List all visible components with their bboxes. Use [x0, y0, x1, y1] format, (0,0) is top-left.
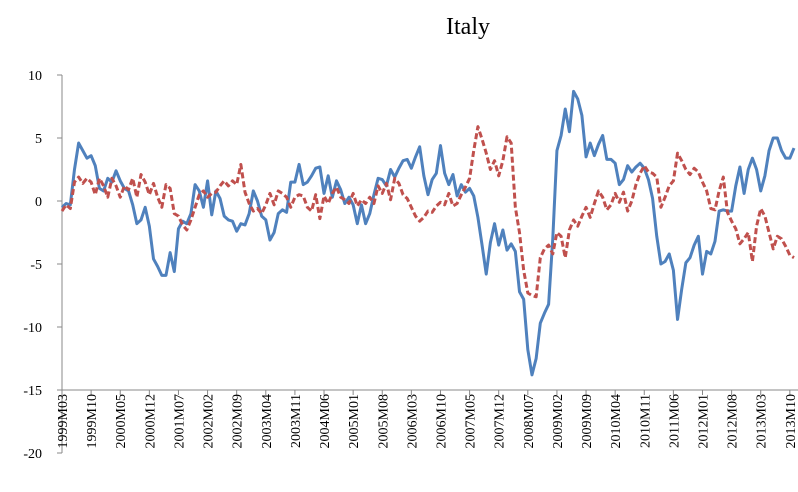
series-line [60, 89, 796, 377]
x-tick-label: 2001M07 [172, 394, 187, 448]
series-line [60, 125, 795, 299]
x-tick-label: 2004M06 [318, 394, 333, 448]
x-tick-label: 2006M10 [434, 394, 449, 448]
x-tick-label: 2011M06 [667, 394, 682, 448]
x-tick-label: 2005M08 [376, 394, 391, 448]
x-tick-label: 2003M04 [260, 394, 275, 448]
x-tick-label: 2010M11 [638, 394, 653, 448]
x-tick-label: 2012M08 [726, 394, 741, 448]
y-tick-label: 5 [35, 132, 42, 147]
y-tick-label: -15 [23, 384, 42, 399]
x-tick-label: 2009M02 [551, 394, 566, 448]
x-tick-label: 2010M04 [609, 394, 624, 448]
x-tick-label: 2013M10 [784, 394, 798, 448]
x-tick-label: 2005M01 [347, 394, 362, 448]
x-tick-label: 2000M12 [143, 394, 158, 448]
x-tick-label: 2007M05 [464, 394, 479, 448]
y-tick-label: 0 [35, 195, 42, 210]
x-tick-label: 2006M03 [405, 394, 420, 448]
y-tick-label: -5 [30, 258, 42, 273]
x-tick-label: 2009M09 [580, 394, 595, 448]
x-tick-label: 2000M05 [114, 394, 129, 448]
x-tick-label: 2007M12 [493, 394, 508, 448]
chart-title: Italy [446, 14, 490, 40]
x-tick-label: 2002M09 [231, 394, 246, 448]
x-tick-label: 2012M01 [697, 394, 712, 448]
x-tick-label: 2008M07 [522, 394, 537, 448]
x-tick-label: 2003M11 [289, 394, 304, 448]
x-tick-label: 1999M10 [85, 394, 100, 448]
y-tick-label: -10 [23, 321, 42, 336]
x-tick-label: 2002M02 [202, 394, 217, 448]
x-tick-label: 1999M03 [56, 394, 71, 448]
y-tick-label: 10 [28, 69, 42, 84]
x-tick-label: 2013M03 [755, 394, 770, 448]
y-tick-label: -20 [23, 447, 42, 462]
